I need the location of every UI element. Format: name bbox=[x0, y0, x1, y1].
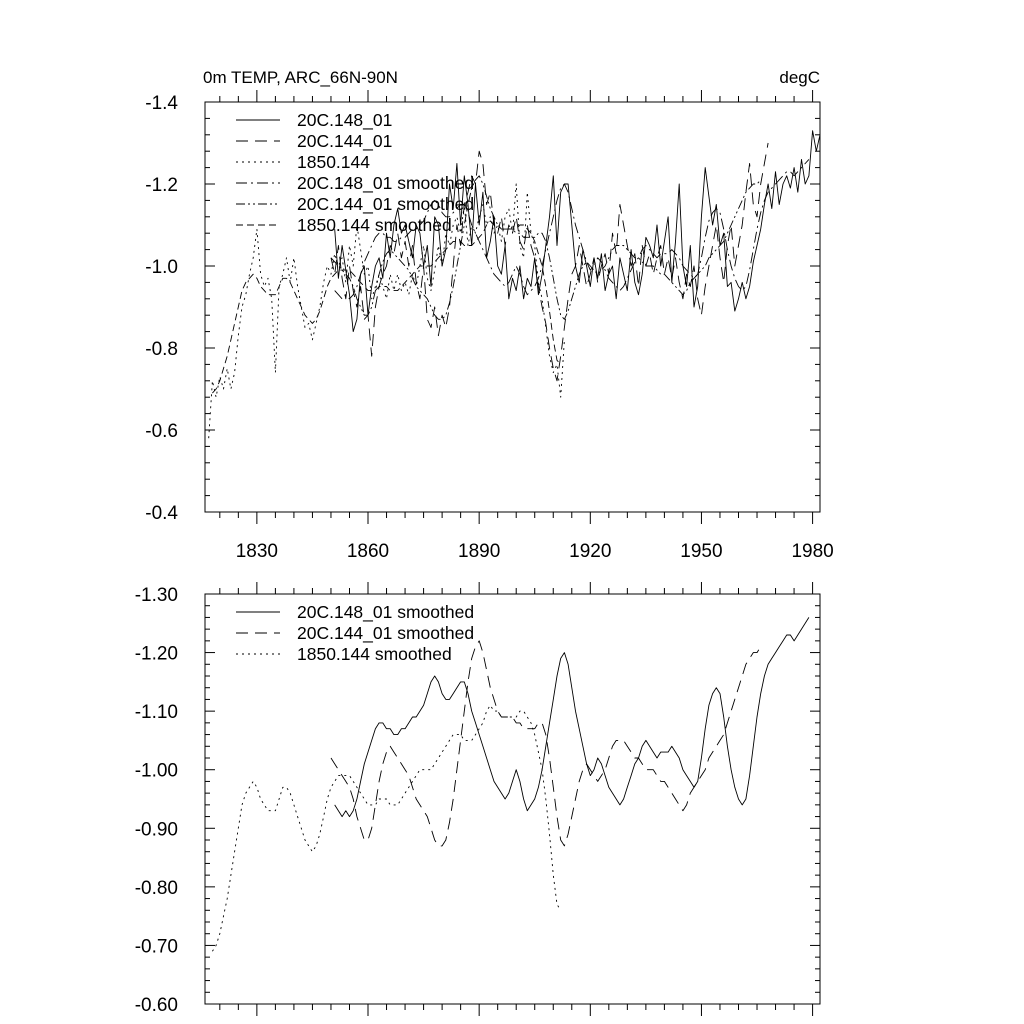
y-tick-label: -1.2 bbox=[145, 175, 178, 196]
y-tick-label: -0.80 bbox=[135, 878, 178, 899]
chart-title: 0m TEMP, ARC_66N-90N bbox=[203, 68, 398, 87]
legend-label: 20C.144_01 smoothed bbox=[297, 194, 474, 215]
series-line-1850-144 bbox=[208, 183, 565, 439]
y-tick-label: -1.4 bbox=[145, 93, 178, 114]
legend-label: 1850.144 bbox=[297, 152, 370, 172]
series-line-20c-144-01-smoothed bbox=[330, 175, 762, 320]
top-plot-frame bbox=[204, 101, 821, 513]
series-line-1850-144-smoothed bbox=[212, 704, 562, 952]
series-line-20c-148-01 bbox=[334, 130, 821, 333]
x-tick-label: 1890 bbox=[458, 541, 500, 562]
top-series-group bbox=[208, 130, 821, 439]
legend-label: 1850.144 smoothed bbox=[297, 215, 452, 235]
x-tick-label: 1830 bbox=[236, 541, 278, 562]
x-tick-label: 1920 bbox=[569, 541, 611, 562]
legend-label: 20C.148_01 smoothed bbox=[297, 602, 474, 623]
bottom-series-group bbox=[212, 617, 810, 952]
y-tick-label: -0.60 bbox=[135, 995, 178, 1016]
legend-label: 20C.148_01 bbox=[297, 110, 392, 131]
x-tick-label: 1860 bbox=[347, 541, 389, 562]
y-tick-label: -1.0 bbox=[145, 257, 178, 278]
x-tick-label: 1950 bbox=[680, 541, 722, 562]
y-tick-label: -1.30 bbox=[135, 585, 178, 606]
top-tick-labels: -0.4 -0.6 -0.8 -1.0 -1.2 -1.4 1830 1860 1890 1920… bbox=[145, 93, 833, 562]
bottom-plot-frame bbox=[204, 593, 821, 1005]
series-line-1850-144-smoothed bbox=[212, 220, 562, 394]
y-tick-label: -0.8 bbox=[145, 339, 178, 360]
bottom-tick-labels: -0.60 -0.70 -0.80 -0.90 -1.00 -1.10 -1.20 -1.30 bbox=[135, 585, 178, 1016]
x-tick-label: 1980 bbox=[791, 541, 833, 562]
y-tick-label: -1.20 bbox=[135, 644, 178, 665]
chart-units: degC bbox=[779, 68, 820, 87]
y-tick-label: -0.4 bbox=[145, 503, 178, 524]
series-line-20c-144-01 bbox=[330, 142, 769, 382]
y-tick-label: -0.70 bbox=[135, 936, 178, 957]
y-tick-label: -0.6 bbox=[145, 421, 178, 442]
y-tick-label: -1.00 bbox=[135, 761, 178, 782]
legend-label: 20C.148_01 smoothed bbox=[297, 173, 474, 194]
bottom-axes-ticks bbox=[205, 582, 820, 1016]
legend-label: 20C.144_01 bbox=[297, 131, 392, 152]
series-line-20c-144-01-smoothed bbox=[330, 640, 762, 847]
y-tick-label: -0.90 bbox=[135, 819, 178, 840]
series-line-20c-148-01-smoothed bbox=[334, 617, 810, 818]
legend-label: 20C.144_01 smoothed bbox=[297, 623, 474, 644]
series-line-20c-148-01-smoothed bbox=[334, 159, 810, 300]
legend-label: 1850.144 smoothed bbox=[297, 644, 452, 664]
top-chart: 0m TEMP, ARC_66N-90N degC -0.4 -0.6 -0.8 -1… bbox=[145, 68, 833, 562]
y-tick-label: -1.10 bbox=[135, 702, 178, 723]
bottom-chart: -0.60 -0.70 -0.80 -0.90 -1.00 -1.10 -1.20 -1.30… bbox=[135, 582, 821, 1016]
